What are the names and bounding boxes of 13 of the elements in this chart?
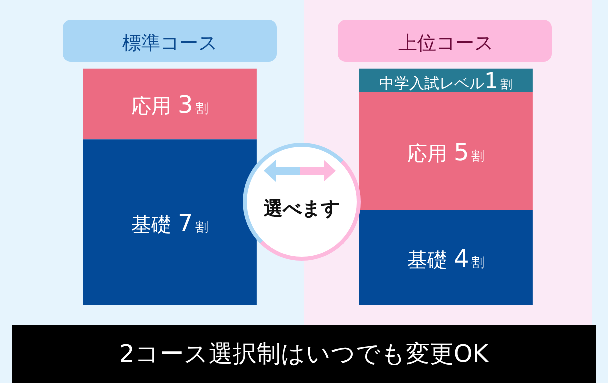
bar	[359, 210, 533, 305]
bar	[359, 92, 533, 211]
bar	[83, 68, 257, 140]
text: 2コース選択制はいつでも変更OK	[12, 325, 596, 383]
text: 応用	[408, 141, 448, 166]
series-label: 応用	[132, 94, 178, 118]
bar	[83, 140, 257, 305]
series-label: 基礎	[408, 248, 454, 272]
x-tick-label: 上位コース	[398, 32, 494, 54]
text: 基礎	[132, 212, 172, 236]
series-label: 中学入試レベル	[380, 74, 484, 93]
x-tick-label: 標準コース	[122, 32, 218, 54]
annotation: 選べます	[264, 197, 340, 222]
